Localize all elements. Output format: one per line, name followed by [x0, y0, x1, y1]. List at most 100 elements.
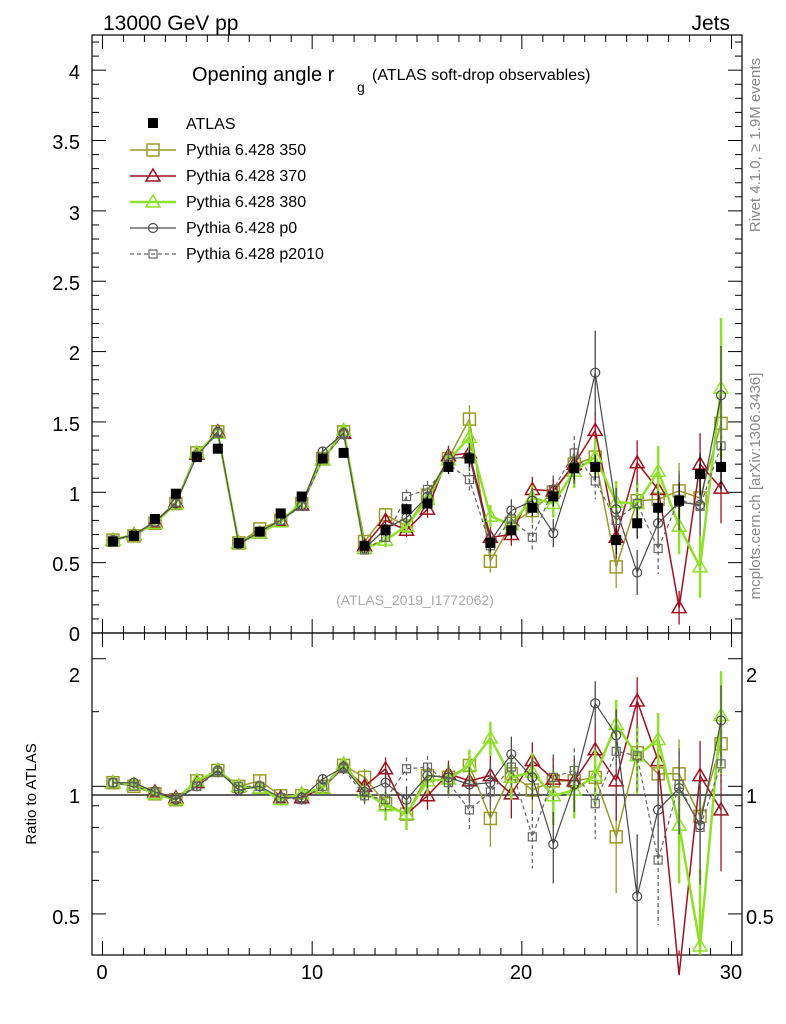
main-point — [695, 501, 705, 511]
atlas-point — [674, 495, 685, 506]
atlas-point — [548, 491, 559, 502]
header-category: Jets — [691, 12, 730, 35]
ratio-series-pythia-6.428-p2010 — [108, 723, 726, 926]
atlas-point — [464, 453, 475, 464]
ratio-point — [192, 781, 202, 791]
legend-marker — [148, 249, 158, 259]
atlas-point — [380, 525, 391, 536]
atlas-point — [569, 463, 580, 474]
header-energy: 13000 GeV pp — [103, 12, 238, 35]
main-point — [482, 507, 499, 522]
x-tick-label: 10 — [301, 962, 323, 984]
main-point — [464, 475, 475, 485]
y-tick-label: 2 — [69, 343, 80, 365]
ratio-y-tick-labels-right: 0.5 1 2 — [746, 665, 774, 929]
ratio-y-tick-label-right: 0.5 — [746, 907, 774, 929]
atlas-point — [611, 535, 622, 546]
ratio-y-tick-label: 1 — [69, 786, 80, 808]
ratio-point — [691, 767, 709, 782]
ratio-point — [422, 762, 433, 772]
main-series-line — [112, 372, 722, 575]
legend-label-atlas: ATLAS — [186, 116, 236, 133]
main-point — [715, 390, 727, 401]
main-series-line — [112, 388, 723, 572]
ratio-point — [255, 781, 265, 791]
atlas-point — [590, 461, 601, 472]
atlas-point — [422, 498, 433, 509]
ratio-point — [590, 799, 600, 809]
x-tick-label: 20 — [510, 962, 532, 984]
ratio-point — [503, 768, 520, 784]
atlas-point — [527, 502, 538, 513]
y-tick-label: 3 — [69, 203, 80, 225]
ratio-point — [715, 715, 727, 726]
x-tick-labels: 0 10 20 30 — [96, 962, 742, 984]
ratio-point — [276, 793, 286, 803]
ratio-series-pythia-6.428-p0 — [107, 681, 727, 955]
main-point — [569, 448, 579, 458]
ratio-point — [691, 937, 709, 952]
ratio-point — [506, 762, 516, 772]
legend-entry-atlas: ATLAS — [148, 116, 236, 133]
ratio-point — [297, 795, 307, 805]
legend-marker — [146, 143, 160, 157]
atlas-point — [170, 488, 181, 499]
legend-label-p0: Pythia 6.428 p0 — [186, 220, 297, 237]
legend-marker — [147, 222, 159, 234]
main-series-line — [112, 428, 722, 608]
ratio-point — [419, 787, 436, 802]
ratio-series-line — [112, 715, 723, 947]
main-point — [586, 421, 604, 437]
legend-marker — [144, 167, 162, 182]
ratio-point — [632, 891, 643, 902]
ratio-point — [483, 811, 498, 826]
atlas-point — [359, 540, 370, 551]
legend-marker — [144, 193, 162, 208]
main-point — [670, 517, 688, 532]
legend-label-350: Pythia 6.428 350 — [186, 142, 306, 159]
main-point — [712, 479, 730, 494]
atlas-point — [191, 452, 202, 463]
main-point — [649, 462, 667, 477]
ratio-point — [632, 751, 642, 761]
ratio-point — [716, 759, 726, 769]
atlas-point — [128, 530, 139, 541]
atlas-point — [653, 502, 664, 513]
rivet-version-label: Rivet 4.1.0, ≥ 1.9M events — [747, 58, 764, 232]
ratio-point — [234, 781, 244, 791]
ratio-point — [712, 801, 730, 816]
y-tick-label: 3.5 — [52, 132, 80, 154]
legend-label-380: Pythia 6.428 380 — [186, 194, 306, 211]
main-series-pythia-6.428-350 — [106, 388, 728, 588]
ratio-point — [548, 839, 559, 850]
ratio-series-pythia-6.428-350 — [106, 710, 728, 894]
ratio-point — [171, 793, 181, 803]
ratio-point — [586, 767, 604, 782]
axis-ticks — [92, 35, 742, 955]
ratio-point — [129, 781, 139, 791]
y-tick-label: 2.5 — [52, 273, 80, 295]
ratio-point — [380, 795, 391, 805]
plot-title-main: Opening angle r — [192, 64, 335, 86]
atlas-point — [716, 461, 727, 472]
main-point — [691, 558, 709, 573]
atlas-point — [212, 443, 223, 454]
plot-title: Opening angle r — [192, 64, 335, 86]
atlas-data-points — [107, 443, 727, 555]
atlas-point — [275, 508, 286, 519]
main-point — [609, 560, 623, 574]
ratio-series-pythia-6.428-370 — [104, 677, 730, 976]
y-tick-label: 1.5 — [52, 414, 80, 436]
ratio-series-line — [112, 743, 722, 840]
ratio-point — [628, 692, 646, 707]
x-tick-label: 30 — [720, 962, 742, 984]
ratio-point — [108, 778, 118, 788]
ratio-axis-label: Ratio to ATLAS — [23, 743, 40, 844]
ratio-point — [607, 772, 625, 787]
atlas-point — [254, 526, 265, 537]
ratio-series-group — [104, 671, 730, 976]
atlas-point — [149, 514, 160, 525]
y-tick-label: 0.5 — [52, 554, 80, 576]
ratio-point — [398, 805, 415, 820]
